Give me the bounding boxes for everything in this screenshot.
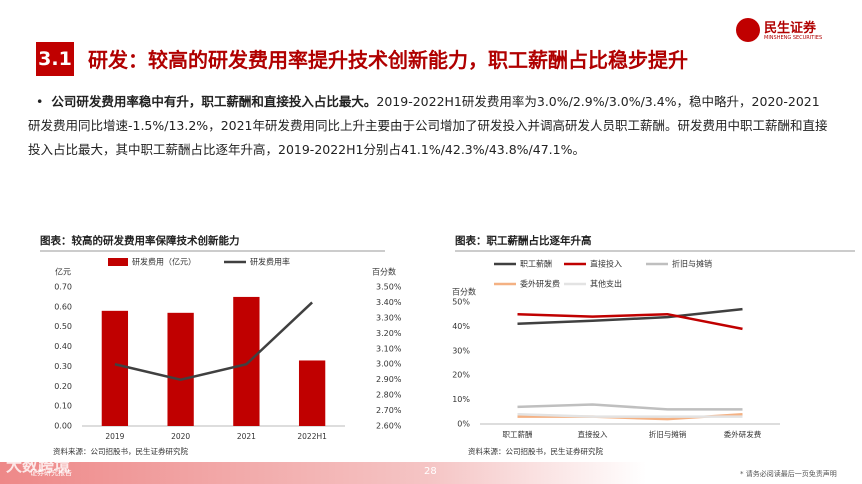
disclaimer: * 请务必阅读最后一页免责声明 <box>740 470 837 478</box>
watermark: 大数跨境 <box>6 456 71 475</box>
y-tick-label: 0.30 <box>54 362 72 371</box>
y2-tick-label: 2.70% <box>376 406 402 415</box>
y-tick-label: 0.70 <box>54 283 72 292</box>
y-axis-label: 百分数 <box>452 287 476 297</box>
bullet-lead: 公司研发费用率稳中有升，职工薪酬和直接投入占比最大。 <box>51 94 377 109</box>
x-tick-label: 直接投入 <box>578 429 608 439</box>
bar <box>298 360 326 426</box>
y2-tick-label: 3.00% <box>376 360 402 369</box>
line <box>517 403 743 411</box>
y2-tick-label: 2.80% <box>376 391 402 400</box>
x-tick-label: 2019 <box>105 432 124 441</box>
y-tick-label: 30% <box>452 346 470 355</box>
legend-swatch <box>108 258 128 266</box>
logo: 民生证券 <box>764 21 817 36</box>
bar <box>233 296 260 426</box>
legend-label: 直接投入 <box>590 259 622 269</box>
y-tick-label: 50% <box>452 298 470 307</box>
y2-tick-label: 2.60% <box>376 422 402 431</box>
y-tick-label: 0.20 <box>54 382 72 391</box>
y-tick-label: 0.60 <box>54 302 72 311</box>
chart-title: 图表：职工薪酬占比逐年升高 <box>455 234 592 247</box>
bullet-text: 2019-2022H1研发费用率为3.0%/2.9%/3.0%/3.4%，稳中略… <box>28 94 828 157</box>
y-tick-label: 10% <box>452 395 470 404</box>
y2-tick-label: 3.20% <box>376 329 402 338</box>
legend-label: 其他支出 <box>590 279 622 289</box>
x-tick-label: 职工薪酬 <box>503 429 533 439</box>
y-tick-label: 20% <box>452 371 470 380</box>
line <box>517 412 743 418</box>
bullet: • 公司研发费用率稳中有升，职工薪酬和直接投入占比最大。2019-2022H1研发… <box>28 94 828 157</box>
section-number: 3.1 <box>36 42 74 76</box>
y2-tick-label: 3.30% <box>376 313 402 322</box>
chart-title: 图表：较高的研发费用率保障技术创新能力 <box>40 234 240 247</box>
footer-bar <box>0 462 862 484</box>
bar <box>167 312 194 426</box>
slide-title: 研发：较高的研发费用率提升技术创新能力，职工薪酬占比稳步提升 <box>88 48 688 72</box>
line <box>114 301 313 381</box>
y-tick-label: 0.00 <box>54 422 72 431</box>
y-tick-label: 0% <box>457 420 470 429</box>
legend-label: 职工薪酬 <box>520 259 552 269</box>
legend-label: 研发费用（亿元） <box>132 257 196 267</box>
line <box>517 312 743 331</box>
y2-tick-label: 3.40% <box>376 298 402 307</box>
x-tick-label: 2020 <box>171 432 190 441</box>
y-tick-label: 40% <box>452 322 470 331</box>
x-tick-label: 折旧与摊销 <box>649 429 687 439</box>
y-tick-label: 0.40 <box>54 342 72 351</box>
x-tick-label: 2022H1 <box>297 432 327 441</box>
source: 资料来源：公司招股书，民生证券研究院 <box>53 446 188 456</box>
legend-label: 折旧与摊销 <box>672 259 712 269</box>
y2-tick-label: 3.50% <box>376 283 402 292</box>
page-number: 28 <box>424 466 437 477</box>
x-tick-label: 2021 <box>237 432 256 441</box>
y-axis-label: 亿元 <box>55 267 71 277</box>
y-tick-label: 0.10 <box>54 402 72 411</box>
footer-left: 证券研究报告 <box>30 469 72 477</box>
line <box>517 307 743 325</box>
x-tick-label: 委外研发费 <box>724 429 762 439</box>
y2-tick-label: 2.90% <box>376 375 402 384</box>
logo-icon <box>736 18 760 42</box>
bar <box>101 310 129 426</box>
legend-label: 研发费用率 <box>250 257 290 267</box>
legend-label: 委外研发费 <box>520 279 560 289</box>
y2-tick-label: 3.10% <box>376 344 402 353</box>
logo-en: MINSHENG SECURITIES <box>764 35 823 41</box>
source: 资料来源：公司招股书，民生证券研究院 <box>468 446 603 456</box>
y2-axis-label: 百分数 <box>372 267 396 277</box>
y-tick-label: 0.50 <box>54 322 72 331</box>
